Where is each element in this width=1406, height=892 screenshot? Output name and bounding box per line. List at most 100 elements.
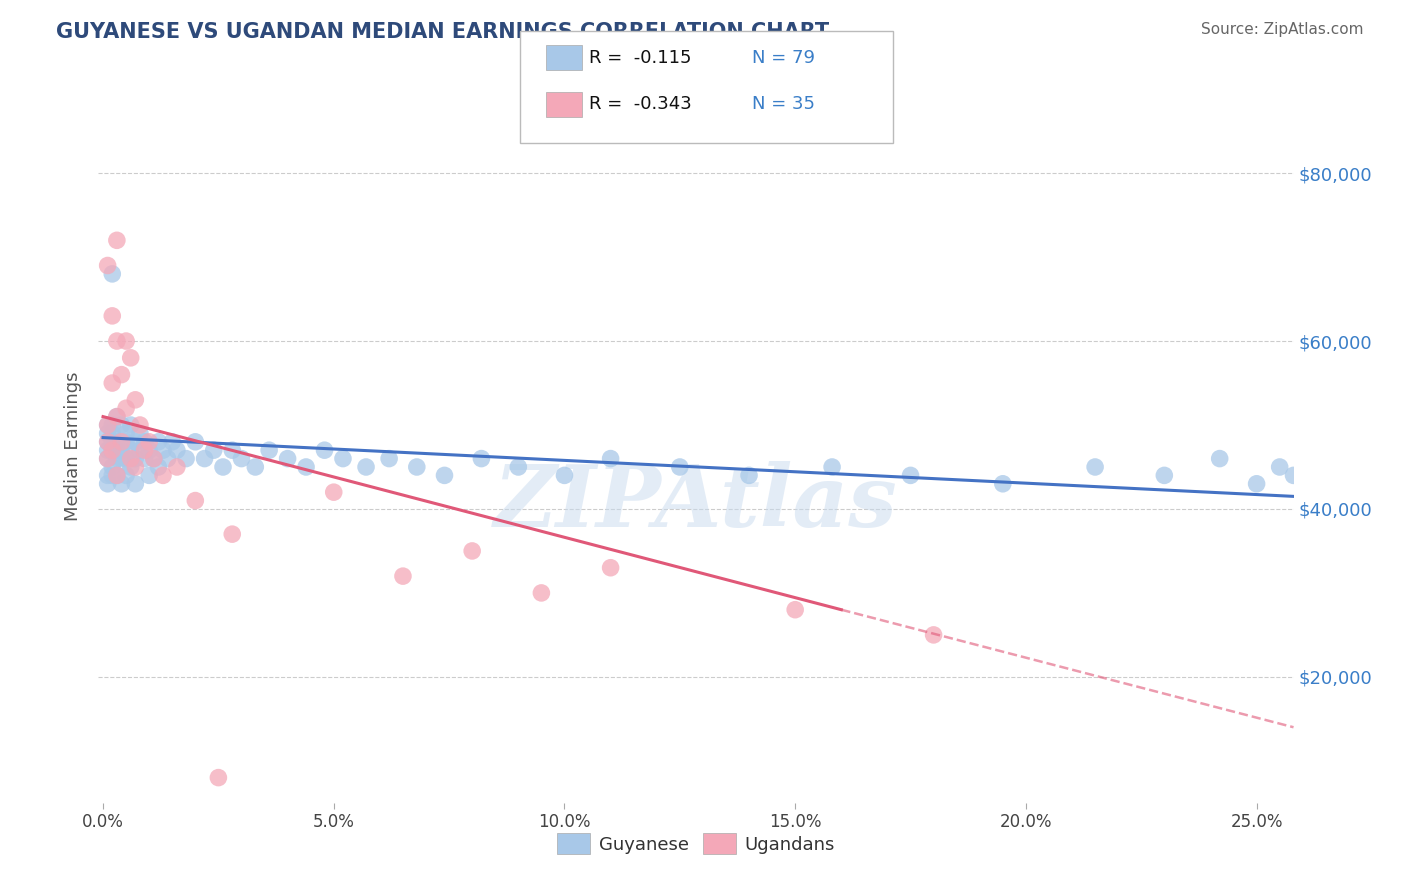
Point [599,451,621,466]
Point [530,586,553,600]
Point [124,434,146,449]
Point [553,468,575,483]
Point [120,417,142,432]
Point [105,468,128,483]
Text: N = 79: N = 79 [752,49,815,67]
Point [138,434,160,449]
Point [392,569,415,583]
Point [105,443,128,458]
Point [322,485,344,500]
Point [124,451,146,466]
Point [785,603,807,617]
Legend: Guyanese, Ugandans: Guyanese, Ugandans [550,826,842,862]
Text: N = 35: N = 35 [752,95,815,113]
Point [1282,468,1305,483]
Point [221,527,243,541]
Point [115,434,138,449]
Point [184,434,207,449]
Point [166,443,188,458]
Point [110,443,132,458]
Point [508,460,530,475]
Point [101,267,124,281]
Point [97,476,120,491]
Point [105,409,128,424]
Point [231,451,253,466]
Point [101,426,124,441]
Point [1084,460,1107,475]
Point [295,460,318,475]
Point [129,443,152,458]
Point [120,460,142,475]
Point [97,417,120,432]
Point [129,417,152,432]
Text: R =  -0.115: R = -0.115 [589,49,692,67]
Point [221,443,243,458]
Point [101,376,124,390]
Point [129,426,152,441]
Point [115,451,138,466]
Point [110,434,132,449]
Point [738,468,761,483]
Point [97,259,120,273]
Text: ZIPAtlas: ZIPAtlas [494,461,898,545]
Point [97,426,120,441]
Point [105,468,128,483]
Point [101,417,124,432]
Point [101,460,124,475]
Point [184,493,207,508]
Point [148,460,170,475]
Point [922,628,945,642]
Point [433,468,456,483]
Point [110,476,132,491]
Point [97,451,120,466]
Point [166,460,188,475]
Y-axis label: Median Earnings: Median Earnings [65,371,83,521]
Point [138,468,160,483]
Point [97,451,120,466]
Point [599,560,621,574]
Point [120,451,142,466]
Point [134,443,156,458]
Point [821,460,844,475]
Point [277,451,299,466]
Point [124,476,146,491]
Point [101,468,124,483]
Point [97,434,120,449]
Point [152,443,174,458]
Point [405,460,427,475]
Point [152,468,174,483]
Point [212,460,235,475]
Point [257,443,280,458]
Text: Source: ZipAtlas.com: Source: ZipAtlas.com [1201,22,1364,37]
Point [101,434,124,449]
Point [245,460,267,475]
Point [138,443,160,458]
Point [105,451,128,466]
Point [101,309,124,323]
Point [991,476,1014,491]
Point [332,451,354,466]
Point [354,460,377,475]
Point [1153,468,1175,483]
Point [470,451,492,466]
Point [101,443,124,458]
Point [461,544,484,558]
Point [97,468,120,483]
Point [105,409,128,424]
Point [174,451,197,466]
Point [1292,476,1315,491]
Point [202,443,225,458]
Point [110,368,132,382]
Point [105,434,128,449]
Point [156,451,179,466]
Point [148,434,170,449]
Point [105,334,128,348]
Point [97,443,120,458]
Text: GUYANESE VS UGANDAN MEDIAN EARNINGS CORRELATION CHART: GUYANESE VS UGANDAN MEDIAN EARNINGS CORR… [56,22,830,42]
Point [115,334,138,348]
Point [115,468,138,483]
Text: R =  -0.343: R = -0.343 [589,95,692,113]
Point [669,460,692,475]
Point [207,771,229,785]
Point [314,443,336,458]
